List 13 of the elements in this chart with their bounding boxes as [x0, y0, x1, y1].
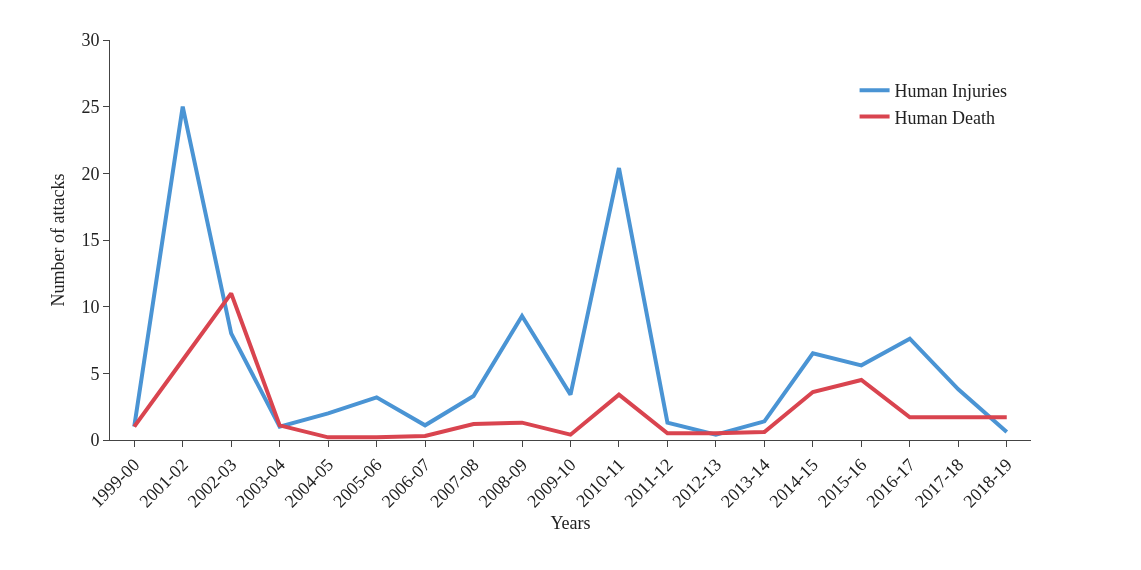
- line-series: [132, 291, 1009, 440]
- y-tick-label: 20: [81, 163, 100, 184]
- y-tick-label: 30: [81, 30, 100, 51]
- y-axis-title: Number of attacks: [48, 173, 68, 307]
- y-tick-label: 15: [81, 230, 100, 251]
- y-tick-label: 5: [90, 363, 100, 384]
- y-tick-label: 25: [81, 96, 100, 117]
- legend-label: Human Death: [894, 107, 996, 128]
- y-tick-label: 0: [90, 430, 100, 451]
- y-tick-label: 10: [81, 296, 100, 317]
- x-axis-title: Years: [550, 513, 591, 534]
- line-series: [132, 104, 1009, 437]
- legend-label: Human Injuries: [894, 81, 1008, 102]
